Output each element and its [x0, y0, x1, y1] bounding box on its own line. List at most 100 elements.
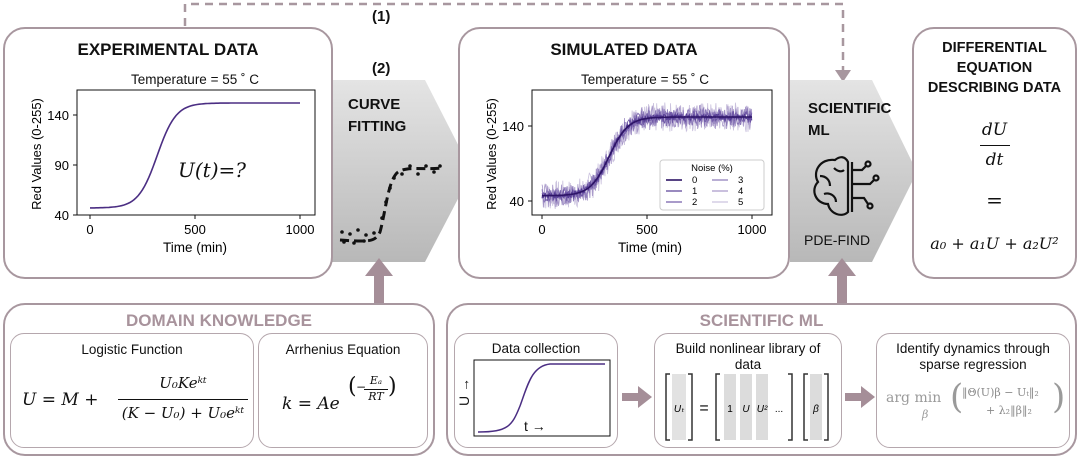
exp-xtick-1: 500 — [184, 222, 206, 237]
arrhenius-exp-den: RT — [368, 390, 384, 403]
diff-fraction-bar — [980, 145, 1010, 146]
logistic-title: Logistic Function — [81, 342, 183, 357]
legend-5: 5 — [738, 197, 743, 208]
library-title-2: data — [734, 357, 762, 372]
arrhenius-exp-num: Eₐ — [369, 374, 383, 387]
sparse-line1: ‖Θ(U)β − Uₜ‖₂ — [962, 386, 1039, 399]
data-collection-box — [454, 333, 618, 448]
sim-legend: Noise (%) 0 1 2 3 4 5 — [659, 159, 765, 211]
arrhenius-eq: k = Ae — [282, 394, 340, 414]
simulated-data-panel — [458, 27, 790, 279]
arrow-step2-3 — [845, 386, 875, 408]
logistic-lhs: U = M + — [22, 390, 99, 410]
sim-xtick-1: 500 — [636, 222, 658, 237]
legend-1: 1 — [692, 186, 697, 197]
logistic-box — [10, 333, 254, 448]
exp-ytick-0: 40 — [55, 208, 69, 223]
library-title-1: Build nonlinear library of — [675, 341, 821, 356]
brain-icon — [813, 156, 880, 216]
sparse-argmin: arg min — [886, 390, 942, 406]
library-col-u: U — [742, 404, 750, 415]
arrhenius-box — [258, 333, 428, 448]
arrhenius-minus: − — [356, 380, 367, 394]
sparse-line2: + λ₂‖β‖₂ — [986, 404, 1032, 417]
loop-arrow-1 — [183, 2, 851, 82]
library-eq: = — [699, 400, 708, 417]
curve-fitting-arrow — [330, 80, 472, 262]
sim-xtick-2: 1000 — [738, 222, 767, 237]
experimental-title: EXPERIMENTAL DATA — [77, 40, 259, 59]
exp-ytick-1: 90 — [55, 158, 69, 173]
sparse-regression-box — [876, 333, 1070, 448]
fitted-curve — [339, 166, 443, 243]
exp-xlabel: Time (min) — [163, 240, 227, 255]
sparse-argmin-sub: β — [922, 408, 929, 421]
scientific-ml-line1: SCIENTIFIC — [808, 100, 892, 117]
sim-series-0 — [542, 116, 752, 197]
library-col-u2: U² — [757, 404, 768, 415]
sparse-brace-close: ) — [1052, 377, 1066, 417]
library-col-1: 1 — [727, 404, 733, 415]
legend-title: Noise (%) — [691, 163, 733, 174]
simulated-chart: 0 500 1000 40 60 80 100 120 140 Time (mi… — [484, 89, 773, 255]
diff-title-2: EQUATION — [956, 60, 1033, 76]
legend-0: 0 — [692, 175, 697, 186]
sim-ytick-140: 140 — [502, 119, 524, 134]
legend-2: 2 — [692, 197, 697, 208]
arrhenius-paren-close: ) — [388, 374, 397, 399]
arrhenius-title: Arrhenius Equation — [285, 342, 401, 357]
sim-xtick-0: 0 — [538, 222, 545, 237]
arrow-step1-2 — [622, 386, 652, 408]
experimental-chart: 0 500 1000 40 90 140 Time (min) Red Valu… — [29, 89, 316, 255]
pde-find-caption: PDE-FIND — [804, 232, 871, 248]
diff-title-3: DESCRIBING DATA — [927, 80, 1062, 96]
sim-xlabel: Time (min) — [618, 240, 682, 255]
experimental-curve — [90, 102, 300, 209]
sim-ytick-40: 40 — [510, 194, 524, 209]
logistic-fraction-bar — [118, 399, 248, 400]
sparse-title-1: Identify dynamics through — [896, 341, 1050, 356]
curve-fitting-line1: CURVE — [348, 96, 401, 113]
diff-num: dU — [981, 120, 1008, 140]
exp-ylabel: Red Values (0-255) — [29, 98, 44, 210]
diff-den: dt — [985, 150, 1004, 170]
library-matrix: Uₜ = 1 U U² ... β — [665, 373, 829, 441]
diff-rhs: a₀ + a₁U + a₂U² — [930, 234, 1059, 253]
library-coef: β — [812, 404, 819, 415]
library-col-more: ... — [775, 404, 783, 415]
up-arrow-right — [828, 258, 856, 308]
sim-ylabel: Red Values (0-255) — [484, 98, 499, 210]
library-lhs: Uₜ — [674, 404, 685, 415]
curve-fitting-line2: FITTING — [348, 118, 407, 135]
experimental-chart-title: Temperature = 55 ˚ C — [131, 72, 259, 87]
legend-3: 3 — [738, 175, 743, 186]
logistic-den: (K − U₀) + U₀eᵏᵗ — [121, 404, 245, 422]
arrow2-label: (2) — [372, 60, 391, 77]
up-arrow-left — [365, 258, 393, 308]
legend-4: 4 — [738, 186, 743, 197]
experimental-annotation: U(t)=? — [178, 158, 246, 182]
data-collection-xaxis: t → — [524, 418, 546, 434]
diff-equals: = — [986, 188, 1003, 212]
arrhenius-exp-bar — [364, 389, 388, 390]
diff-title-1: DIFFERENTIAL — [942, 40, 1047, 56]
scientific-ml-line2: ML — [808, 122, 830, 139]
exp-xtick-2: 1000 — [286, 222, 315, 237]
sparse-brace: ( — [950, 377, 964, 417]
exp-xtick-0: 0 — [86, 222, 93, 237]
simulated-chart-title: Temperature = 55 ˚ C — [581, 72, 709, 87]
data-collection-title: Data collection — [491, 341, 581, 356]
data-collection-plot — [473, 359, 611, 437]
data-collection-yaxis: U → — [456, 378, 472, 406]
experimental-data-panel — [3, 27, 333, 279]
arrhenius-paren-open: ( — [348, 374, 357, 399]
scientific-ml-arrow — [790, 80, 917, 262]
sparse-title-2: sparse regression — [919, 357, 1027, 372]
scientific-ml-title: SCIENTIFIC ML — [699, 311, 824, 330]
domain-knowledge-title: DOMAIN KNOWLEDGE — [125, 311, 313, 330]
differential-equation-panel — [912, 27, 1077, 279]
simulated-title: SIMULATED DATA — [550, 40, 698, 59]
exp-ytick-2: 140 — [47, 108, 69, 123]
loop-label: (1) — [372, 8, 391, 25]
logistic-num: U₀Keᵏᵗ — [159, 374, 207, 392]
